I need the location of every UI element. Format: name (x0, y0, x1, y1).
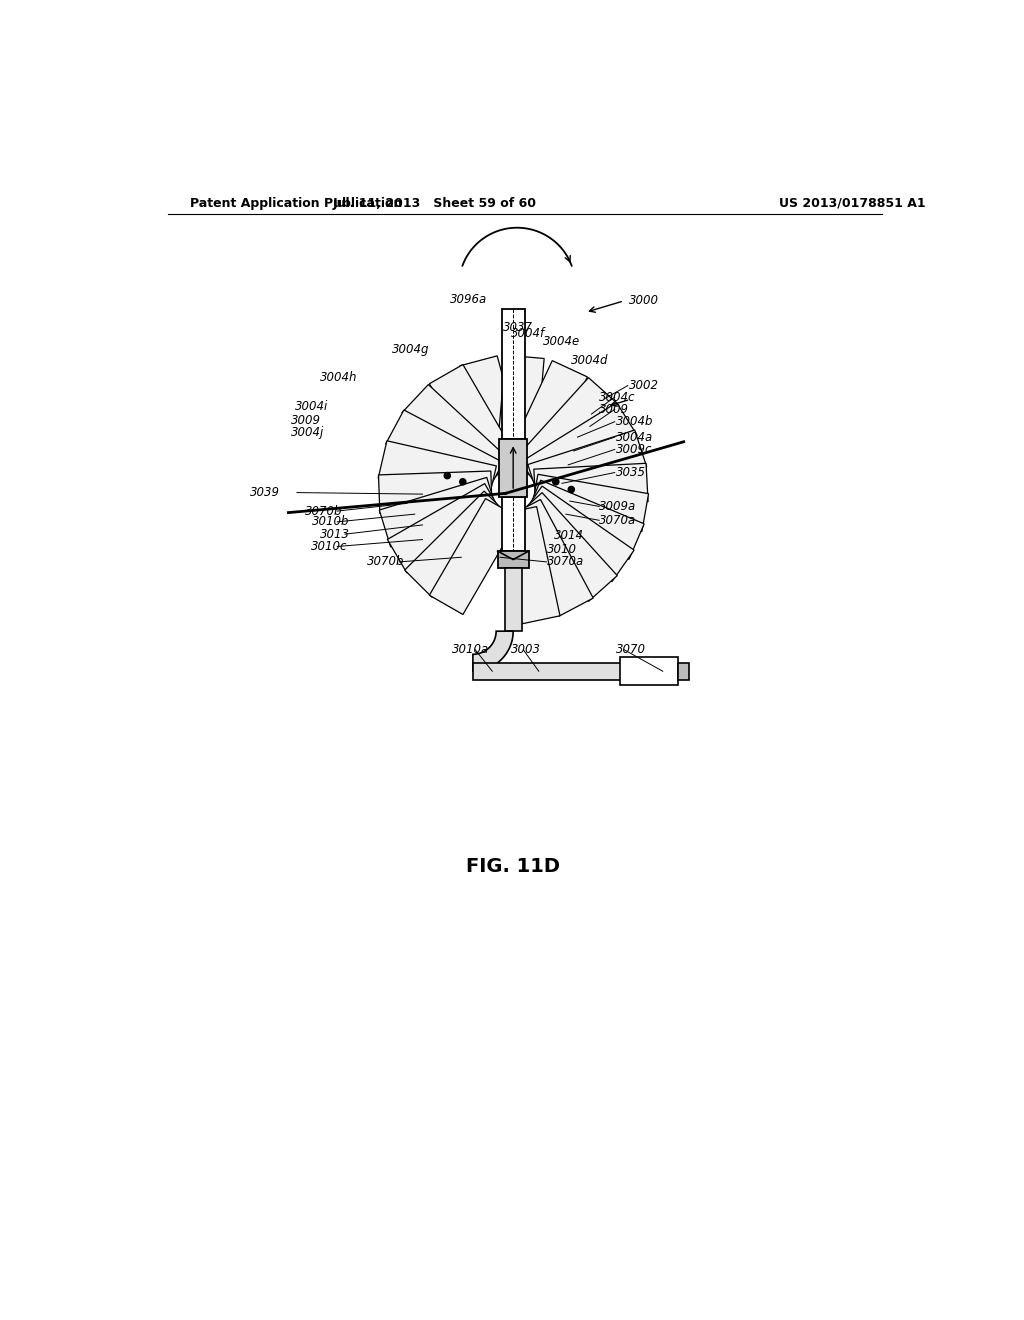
Polygon shape (520, 486, 634, 582)
Text: 3010: 3010 (547, 543, 577, 556)
Polygon shape (473, 631, 513, 671)
Polygon shape (386, 411, 503, 496)
Polygon shape (505, 568, 521, 631)
Polygon shape (429, 499, 519, 615)
Text: 3037: 3037 (503, 321, 534, 334)
Text: 3004j: 3004j (291, 426, 324, 440)
Text: 3014: 3014 (554, 529, 585, 543)
Polygon shape (621, 657, 678, 685)
Text: 3070b: 3070b (305, 504, 342, 517)
Polygon shape (401, 384, 511, 488)
Text: 3002: 3002 (629, 379, 658, 392)
Text: 3004d: 3004d (571, 354, 609, 367)
Text: 3009: 3009 (291, 413, 321, 426)
Text: 3035: 3035 (616, 466, 646, 479)
Circle shape (553, 479, 559, 484)
Text: 3039: 3039 (251, 486, 281, 499)
Polygon shape (499, 507, 560, 624)
Text: 3004b: 3004b (616, 416, 653, 428)
Text: 3004g: 3004g (391, 343, 429, 356)
Text: 3004c: 3004c (599, 391, 636, 404)
Text: Jul. 11, 2013   Sheet 59 of 60: Jul. 11, 2013 Sheet 59 of 60 (332, 197, 537, 210)
Text: 3009: 3009 (599, 403, 629, 416)
Polygon shape (534, 463, 648, 508)
Text: 3070: 3070 (616, 643, 646, 656)
Polygon shape (387, 483, 504, 573)
Polygon shape (502, 309, 524, 440)
Polygon shape (531, 474, 648, 532)
Circle shape (460, 479, 466, 484)
Polygon shape (500, 440, 527, 498)
Polygon shape (513, 378, 617, 486)
Text: 3009c: 3009c (616, 444, 652, 455)
Polygon shape (379, 478, 498, 546)
Text: 3070a: 3070a (599, 513, 637, 527)
Text: 3013: 3013 (321, 528, 350, 541)
Text: 3070a: 3070a (547, 556, 584, 569)
Text: 3096a: 3096a (450, 293, 486, 306)
Polygon shape (404, 491, 512, 598)
Circle shape (444, 473, 451, 479)
Text: 3000: 3000 (629, 294, 658, 308)
Text: 3010c: 3010c (311, 540, 347, 553)
Polygon shape (521, 403, 637, 495)
Text: US 2013/0178851 A1: US 2013/0178851 A1 (779, 197, 926, 210)
Text: 3004a: 3004a (616, 430, 653, 444)
Polygon shape (429, 364, 519, 480)
Polygon shape (473, 663, 655, 680)
Text: 3003: 3003 (511, 643, 541, 656)
Polygon shape (498, 552, 528, 568)
Polygon shape (378, 441, 497, 503)
Text: Patent Application Publication: Patent Application Publication (190, 197, 402, 210)
Polygon shape (527, 430, 647, 502)
Polygon shape (502, 498, 524, 552)
Text: 3004e: 3004e (543, 335, 580, 348)
Polygon shape (496, 355, 544, 470)
Polygon shape (525, 480, 644, 560)
Text: 3004h: 3004h (321, 371, 357, 384)
Text: 3004f: 3004f (511, 327, 545, 341)
Polygon shape (460, 356, 526, 474)
Text: FIG. 11D: FIG. 11D (466, 857, 560, 876)
Polygon shape (506, 499, 593, 616)
Text: 3010b: 3010b (312, 515, 350, 528)
Text: 3070b: 3070b (367, 556, 404, 569)
Text: 3009a: 3009a (599, 500, 637, 513)
Polygon shape (513, 492, 617, 602)
Circle shape (568, 486, 574, 492)
Polygon shape (379, 471, 493, 513)
Text: 3010a: 3010a (452, 643, 489, 656)
Polygon shape (678, 663, 689, 680)
Polygon shape (505, 360, 588, 478)
Text: 3004i: 3004i (295, 400, 329, 413)
